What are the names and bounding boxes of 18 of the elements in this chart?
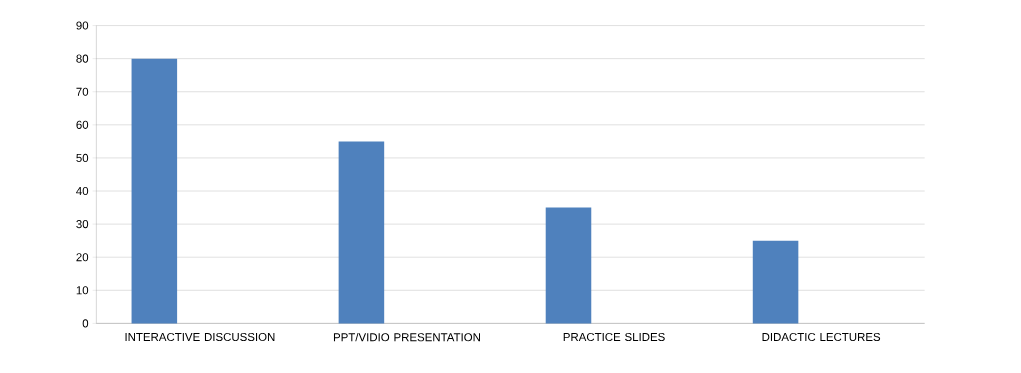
y-tick-label: 40 <box>76 187 89 196</box>
x-tick-label: PRACTICE SLIDES <box>563 333 665 342</box>
bar <box>752 240 799 324</box>
x-tick-label: INTERACTIVE DISCUSSION <box>125 333 275 342</box>
y-tick-label: 0 <box>82 319 89 328</box>
bar <box>545 207 592 324</box>
y-tick-label: 90 <box>76 21 89 30</box>
y-tick-label: 70 <box>76 87 89 96</box>
y-tick-label: 30 <box>76 220 89 229</box>
bar <box>338 141 385 324</box>
y-tick-label: 10 <box>76 286 89 295</box>
x-tick-label: DIDACTIC LECTURES <box>762 333 881 342</box>
y-tick-label: 20 <box>76 253 89 262</box>
y-tick-label: 80 <box>76 54 89 63</box>
x-tick-label: PPT/VIDIO PRESENTATION <box>333 333 480 342</box>
bar <box>131 58 178 324</box>
y-tick-label: 50 <box>76 153 89 163</box>
y-tick-label: 60 <box>76 120 89 130</box>
